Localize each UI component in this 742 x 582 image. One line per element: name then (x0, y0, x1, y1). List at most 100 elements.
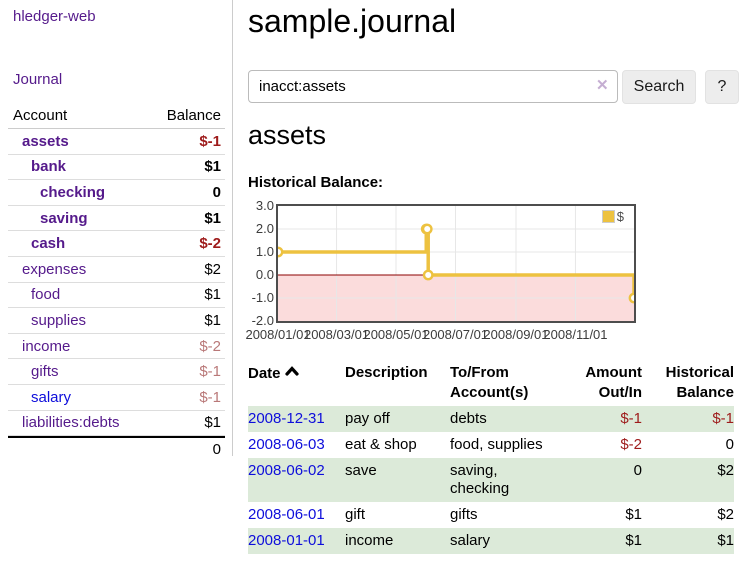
transaction-description: income (345, 528, 450, 554)
historical-balance-chart: 3.02.01.00.0-1.0-2.0 $ 2008/01/012008/03… (248, 199, 668, 347)
account-balance: 0 (213, 184, 225, 201)
account-link[interactable]: supplies (8, 312, 86, 329)
page-title: sample.journal (248, 0, 456, 42)
account-heading: assets (248, 118, 326, 152)
account-balance: $1 (204, 312, 225, 329)
account-balance: $-1 (199, 133, 225, 150)
account-link[interactable]: expenses (8, 261, 86, 278)
sidebar-account-row: bank $1 (8, 155, 225, 181)
account-link[interactable]: assets (8, 133, 69, 150)
accounts-total-row: 0 (8, 436, 225, 460)
account-balance: $-2 (199, 338, 225, 355)
sidebar-account-row: liabilities:debts $1 (8, 411, 225, 437)
clear-search-icon[interactable]: ✕ (596, 78, 609, 94)
transaction-row: 2008-06-02savesaving, checking0$2 (248, 458, 734, 502)
sidebar-account-row: food$1 (8, 283, 225, 309)
account-balance: $1 (204, 158, 225, 175)
legend-label: $ (617, 209, 624, 224)
transaction-row: 2008-12-31pay offdebts$-1$-1 (248, 406, 734, 432)
transaction-date-link[interactable]: 2008-01-01 (248, 532, 325, 549)
sidebar-account-row: salary $-1 (8, 385, 225, 411)
transaction-date-link[interactable]: 2008-06-02 (248, 462, 325, 479)
account-link[interactable]: gifts (8, 363, 59, 380)
x-axis-tick-label: 2008/11/01 (543, 327, 607, 342)
data-point-marker (278, 248, 282, 256)
account-balance: $-2 (199, 235, 225, 252)
search-form: ✕ Search ? (248, 70, 742, 104)
chart-plot-area[interactable]: $ (276, 204, 636, 323)
sidebar-account-row: saving $1 (8, 206, 225, 232)
sidebar-item-journal[interactable]: Journal (13, 71, 62, 88)
transaction-row: 2008-06-01 giftgifts$1$2 (248, 502, 734, 528)
account-link[interactable]: liabilities:debts (8, 414, 120, 431)
transaction-description: gift (345, 502, 450, 528)
sidebar-account-row: cash $-2 (8, 231, 225, 257)
transaction-amount: $1 (565, 502, 642, 528)
account-link[interactable]: saving (8, 210, 88, 227)
sidebar-account-row: gifts $-1 (8, 359, 225, 385)
transaction-accounts: saving, checking (450, 458, 565, 502)
x-axis-tick-label: 2008/07/01 (423, 327, 488, 342)
account-link[interactable]: checking (8, 184, 105, 201)
sidebar-account-row: income $-2 (8, 334, 225, 360)
data-point-marker (423, 225, 431, 233)
sidebar-account-row: supplies $1 (8, 308, 225, 334)
sidebar: hledger-web Journal Account Balance asse… (0, 0, 233, 456)
date-column-header[interactable]: Date (248, 362, 345, 406)
transaction-description: pay off (345, 406, 450, 432)
account-balance: $1 (204, 210, 225, 227)
account-link[interactable]: salary (8, 389, 71, 406)
accounts-table-header: Account Balance (8, 103, 225, 129)
chart-legend: $ (602, 209, 624, 224)
description-column-header: Description (345, 362, 450, 406)
transaction-accounts: gifts (450, 502, 565, 528)
transaction-row: 2008-06-03eat & shopfood, supplies$-20 (248, 432, 734, 458)
balance-column-header-main: Historical Balance (642, 362, 734, 406)
search-input[interactable] (248, 70, 618, 103)
x-axis-tick-label: 2008/05/01 (363, 327, 428, 342)
x-axis-tick-label: 2008/01/01 (245, 327, 310, 342)
accounts-balance-table: Account Balance assets $-1 bank $1 checking 0… (8, 103, 225, 460)
transaction-date-link[interactable]: 2008-12-31 (248, 410, 325, 427)
sidebar-account-row: assets $-1 (8, 129, 225, 155)
sidebar-account-row: expenses $2 (8, 257, 225, 283)
y-axis-tick-label: 2.0 (248, 221, 274, 237)
transaction-date-link[interactable]: 2008-06-03 (248, 436, 325, 453)
search-help-button[interactable]: ? (705, 70, 739, 104)
y-axis-tick-label: 0.0 (248, 267, 274, 283)
accounts-column-header: To/From Account(s) (450, 362, 565, 406)
transaction-amount: $-1 (565, 406, 642, 432)
balance-column-header: Balance (167, 107, 225, 124)
data-point-marker (630, 294, 634, 302)
transaction-balance: $2 (642, 458, 734, 502)
y-axis-tick-label: 1.0 (248, 244, 274, 260)
account-link[interactable]: income (8, 338, 70, 355)
search-button[interactable]: Search (622, 70, 696, 104)
account-column-header: Account (8, 107, 67, 124)
app-brand-link[interactable]: hledger-web (13, 8, 96, 25)
transaction-balance: $2 (642, 502, 734, 528)
x-axis-tick-label: 2008/03/01 (304, 327, 369, 342)
amount-column-header: Amount Out/In (565, 362, 642, 406)
account-link[interactable]: cash (8, 235, 65, 252)
transaction-date-link[interactable]: 2008-06-01 (248, 506, 325, 523)
account-link[interactable]: bank (8, 158, 66, 175)
legend-swatch-icon (602, 210, 615, 223)
y-axis-tick-label: 3.0 (248, 198, 274, 214)
transaction-accounts: salary (450, 528, 565, 554)
account-balance: $-1 (199, 363, 225, 380)
account-balance: $-1 (199, 389, 225, 406)
account-balance: $2 (204, 261, 225, 278)
transaction-balance: 0 (642, 432, 734, 458)
transaction-balance: $-1 (642, 406, 734, 432)
transaction-accounts: food, supplies (450, 432, 565, 458)
total-balance-value: 0 (213, 441, 225, 458)
sidebar-account-row: checking 0 (8, 180, 225, 206)
transaction-row: 2008-01-01incomesalary$1$1 (248, 528, 734, 554)
transaction-description: eat & shop (345, 432, 450, 458)
account-link[interactable]: food (8, 286, 60, 303)
x-axis-tick-label: 2008/09/01 (483, 327, 548, 342)
sort-ascending-icon (285, 363, 299, 383)
account-balance: $1 (204, 414, 225, 431)
transaction-accounts: debts (450, 406, 565, 432)
